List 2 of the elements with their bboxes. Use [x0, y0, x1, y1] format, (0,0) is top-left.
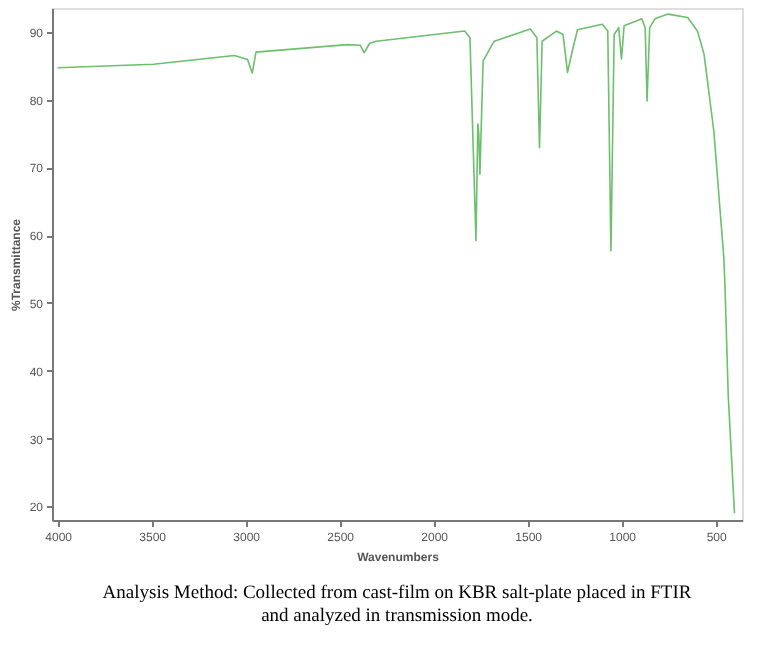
- line-series: [56, 13, 736, 515]
- text: Analysis Method: Collected from cast-film on KBR salt-plate placed in FTIR and analyzed in transmission mode.: [102, 584, 693, 627]
